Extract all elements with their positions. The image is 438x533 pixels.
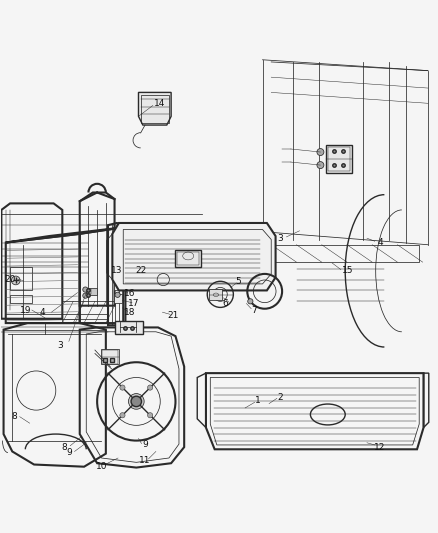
Text: 20: 20 — [4, 275, 16, 284]
Text: 5: 5 — [236, 277, 241, 286]
Bar — [115, 321, 143, 334]
Bar — [328, 147, 350, 171]
Circle shape — [128, 393, 144, 409]
Bar — [10, 266, 32, 290]
Bar — [86, 288, 97, 295]
Bar — [114, 294, 121, 303]
Circle shape — [317, 161, 324, 168]
Circle shape — [115, 292, 120, 297]
Text: 13: 13 — [111, 266, 123, 276]
Text: 3: 3 — [57, 341, 63, 350]
Text: 10: 10 — [96, 462, 107, 471]
Bar — [102, 349, 119, 365]
Circle shape — [148, 385, 153, 390]
Text: 18: 18 — [124, 308, 135, 317]
Text: 2: 2 — [277, 393, 283, 401]
Bar — [175, 251, 201, 267]
Text: 19: 19 — [20, 305, 31, 314]
Circle shape — [11, 276, 20, 285]
Text: 8: 8 — [11, 412, 18, 421]
Text: 6: 6 — [223, 299, 228, 308]
Text: 16: 16 — [124, 289, 135, 298]
Text: 1: 1 — [255, 396, 261, 405]
Circle shape — [148, 413, 153, 418]
Text: 8: 8 — [62, 442, 67, 451]
Circle shape — [248, 298, 253, 304]
Text: 9: 9 — [142, 440, 148, 449]
Circle shape — [120, 413, 125, 418]
Polygon shape — [138, 92, 171, 125]
Text: 3: 3 — [277, 233, 283, 243]
Polygon shape — [113, 223, 276, 290]
Bar — [114, 281, 121, 290]
Bar — [10, 295, 32, 303]
Text: 17: 17 — [128, 299, 140, 308]
Circle shape — [120, 385, 125, 390]
Bar — [209, 289, 222, 300]
Circle shape — [83, 293, 88, 298]
Text: 15: 15 — [342, 266, 353, 276]
Text: 21: 21 — [168, 311, 179, 320]
Circle shape — [131, 396, 141, 407]
Circle shape — [83, 287, 88, 292]
Text: 22: 22 — [135, 266, 146, 276]
Bar — [87, 289, 92, 294]
Bar — [141, 94, 169, 123]
Circle shape — [317, 149, 324, 156]
Text: 12: 12 — [374, 442, 386, 451]
Bar — [325, 144, 352, 173]
Text: 4: 4 — [40, 308, 46, 317]
Text: 7: 7 — [251, 305, 257, 314]
Text: 4: 4 — [377, 238, 383, 247]
Bar — [102, 350, 118, 364]
Text: 9: 9 — [66, 448, 72, 457]
Text: 14: 14 — [154, 99, 165, 108]
Text: 11: 11 — [139, 456, 151, 465]
Bar — [177, 253, 199, 265]
